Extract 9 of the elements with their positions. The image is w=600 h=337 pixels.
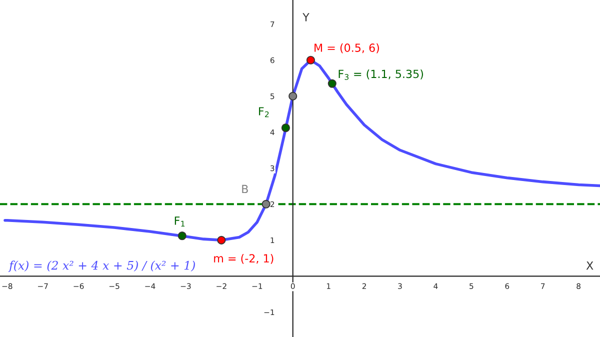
annotation: B (242, 184, 248, 194)
x-axis-title: X (586, 262, 594, 270)
annotation: F$_{1}$ (174, 216, 185, 227)
annotation: F$_{2}$ (259, 107, 269, 118)
annotation: m = (-2, 1) (214, 254, 274, 264)
annotation: M = (0.5, 6) (314, 43, 379, 54)
annotation: f(x) = (2 x² + 4 x + 5) / (x² + 1) (8, 260, 195, 272)
y-axis-title: Y (302, 13, 310, 22)
annotation: F$_{3}$ = (1.1, 5.35) (338, 70, 424, 80)
